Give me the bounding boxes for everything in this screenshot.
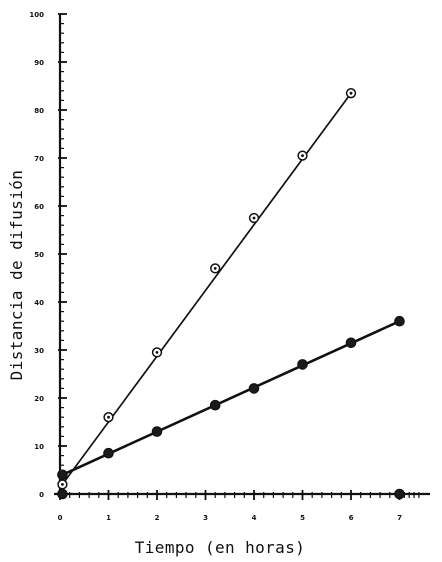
series-2-point-4: [209, 399, 221, 411]
series-2-point-7: [345, 337, 357, 349]
y-tick-label: 20: [34, 395, 44, 403]
series-2-point-6: [297, 359, 308, 370]
series-1-point-center-3: [155, 351, 159, 354]
y-tick-label: 30: [34, 347, 44, 355]
series-2-point-1: [57, 469, 68, 481]
series-1-point-center-5: [252, 216, 256, 220]
series-3-point-1: [57, 488, 68, 500]
y-tick-label: 60: [34, 203, 44, 211]
x-axis-title: Tiempo (en horas): [135, 538, 306, 557]
fit-lines: [61, 92, 401, 486]
y-tick-label: 0: [39, 491, 44, 499]
series-2-fit-line: [61, 319, 401, 477]
x-tick-label: 2: [155, 514, 160, 522]
x-tick-label: 6: [349, 514, 354, 522]
series-2-point-5: [248, 383, 260, 394]
series-1-fit-line: [61, 92, 352, 486]
y-tick-label: 10: [34, 443, 44, 451]
data-points: [57, 88, 405, 500]
axes: [54, 14, 430, 496]
series-1-point-center-7: [349, 91, 353, 95]
y-tick-label: 40: [34, 299, 44, 307]
series-1-point-center-6: [301, 154, 304, 158]
x-tick-label: 3: [203, 514, 208, 522]
series-1-point-center-4: [213, 267, 217, 270]
y-tick-label: 100: [29, 11, 44, 19]
series-1-point-center-1: [61, 483, 64, 486]
x-tick-label: 4: [252, 514, 257, 522]
y-tick-label: 90: [34, 59, 44, 67]
y-tick-label: 80: [34, 107, 44, 115]
x-tick-label: 0: [58, 514, 63, 522]
y-axis-title: Distancia de difusión: [7, 170, 26, 381]
series-2-point-3: [151, 426, 163, 437]
series-3-point-2: [394, 488, 405, 500]
x-tick-label: 5: [300, 514, 305, 522]
y-tick-label: 70: [34, 155, 44, 163]
x-tick-label: 1: [106, 514, 111, 522]
x-tick-label: 7: [397, 514, 402, 522]
series-1-point-center-2: [107, 415, 110, 419]
y-tick-label: 50: [34, 251, 44, 259]
series-2-point-2: [103, 447, 114, 459]
series-2-point-8: [394, 315, 405, 327]
